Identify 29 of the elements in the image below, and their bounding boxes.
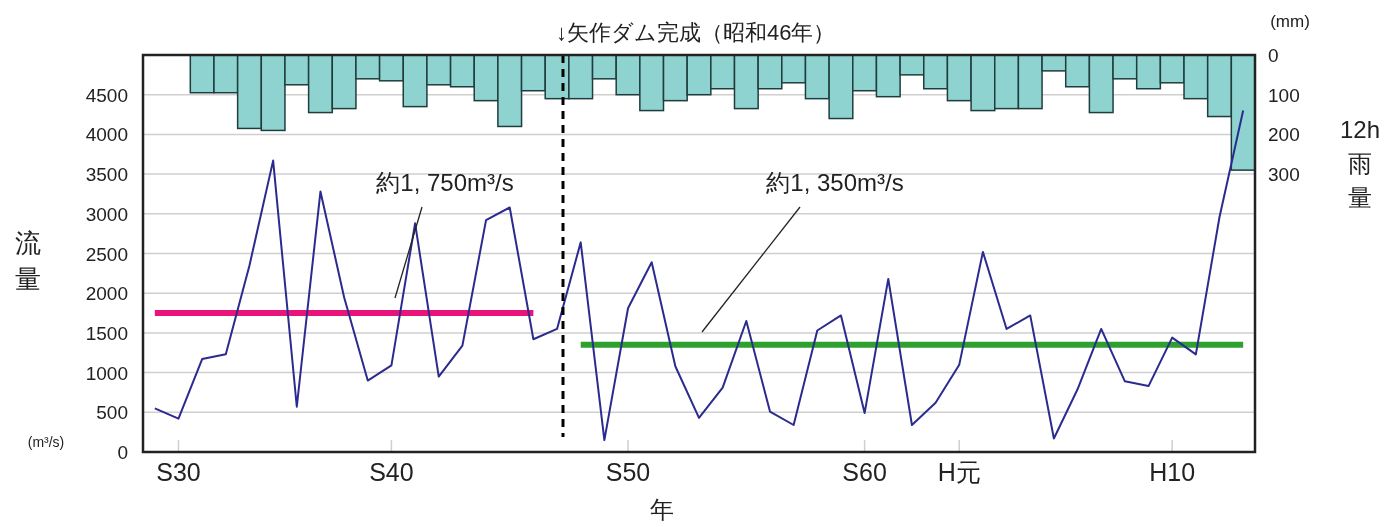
x-tick-label: S50 <box>605 458 651 486</box>
y-tick-label: 0 <box>117 442 128 463</box>
y2-tick-label: 100 <box>1268 84 1300 106</box>
y-tick-label: 2000 <box>85 283 128 305</box>
y-tick-label: 4500 <box>85 84 128 106</box>
y-tick-label: 1000 <box>85 362 128 384</box>
x-axis-title: 年 <box>650 496 674 523</box>
text: (m³/s) <box>27 434 65 450</box>
text: ↓矢作ダム完成（昭和46年） <box>556 20 836 45</box>
annotation: 約1, 750m³/s <box>376 169 514 196</box>
y-tick-label: 2500 <box>85 243 128 265</box>
annotation: 約1, 350m³/s <box>766 169 904 196</box>
x-tick-label: S30 <box>156 458 201 486</box>
text: (mm) <box>1270 12 1310 31</box>
y-tick-label: 500 <box>96 402 128 424</box>
y2-axis-title: 12h雨量 <box>1339 116 1381 211</box>
y2-tick-label: 0 <box>1268 45 1279 66</box>
y2-tick-label: 300 <box>1268 164 1300 186</box>
y-tick-label: 3500 <box>85 164 128 186</box>
x-tick-label: H元 <box>937 458 981 486</box>
y2-tick-label: 200 <box>1268 124 1300 146</box>
line-series <box>153 109 1245 442</box>
y-tick-label: 4000 <box>85 124 128 146</box>
x-tick-label: S60 <box>842 458 887 486</box>
y-tick-label: 3000 <box>85 203 128 225</box>
x-tick-label: H10 <box>1149 458 1196 486</box>
y-tick-label: 1500 <box>85 322 128 344</box>
x-tick-label: S40 <box>369 458 414 486</box>
y-axis-title: 流量 <box>15 228 41 294</box>
